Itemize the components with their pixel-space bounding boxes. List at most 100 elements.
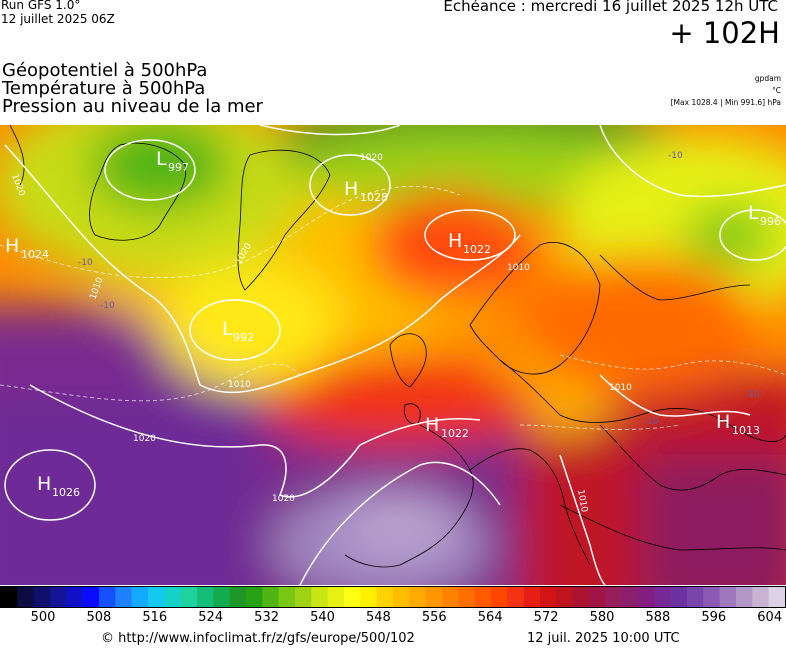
isobars: [4, 125, 786, 585]
colorbar-swatch: [295, 587, 312, 607]
pressure-center-high: H 1022: [448, 230, 491, 256]
pressure-center-low: L 997: [156, 148, 189, 174]
coastlines: [9, 125, 786, 568]
colorbar-tick-label: 516: [142, 610, 168, 625]
weather-map: L 997 H 1028 H 1024 H 1022 L 996 L 992: [0, 125, 786, 585]
map-titles: Géopotentiel à 500hPa Température à 500h…: [2, 62, 263, 116]
isobar-label: 1020: [133, 434, 156, 444]
svg-text:1022: 1022: [463, 243, 491, 256]
colorbar-swatch: [180, 587, 198, 607]
colorbar-swatch: [148, 587, 165, 607]
svg-text:H: H: [716, 411, 730, 433]
colorbar-swatch: [687, 587, 704, 607]
svg-text:L: L: [156, 148, 167, 170]
colorbar-swatch: [458, 587, 475, 607]
run-date-label: 12 juillet 2025 06Z: [1, 12, 115, 26]
colorbar-swatch: [425, 587, 443, 607]
colorbar-swatch: [344, 587, 361, 607]
colorbar-swatch: [82, 587, 100, 607]
colorbar-tick-label: 564: [477, 610, 503, 625]
isobar-label: 1010: [507, 263, 530, 273]
colorbar-swatch: [262, 587, 279, 607]
colorbar-tick-label: 508: [86, 610, 112, 625]
lead-time-label: + 102H: [669, 16, 780, 50]
colorbar-tick-label: 548: [365, 610, 391, 625]
colorbar-tick-label: 596: [701, 610, 727, 625]
colorbar-swatch: [523, 587, 541, 607]
colorbar-swatch: [442, 587, 459, 607]
pressure-center-high: H 1022: [425, 414, 469, 440]
svg-text:H: H: [448, 230, 462, 252]
colorbar-swatch: [360, 587, 377, 607]
colorbar-swatch: [768, 587, 786, 607]
colorbar-swatch: [376, 587, 394, 607]
colorbar-tick-label: 532: [254, 610, 280, 625]
colorbar-swatch: [311, 587, 328, 607]
svg-text:H: H: [344, 178, 358, 200]
isotherm-label: -10: [668, 151, 683, 161]
footer-date: 12 juil. 2025 10:00 UTC: [527, 631, 680, 646]
colorbar-tick-label: 572: [533, 610, 559, 625]
svg-text:L: L: [222, 318, 233, 340]
colorbar-swatch: [491, 587, 508, 607]
unit-temperature: °C: [772, 86, 781, 95]
svg-text:1024: 1024: [21, 248, 49, 261]
colorbar-swatch: [409, 587, 426, 607]
svg-text:1026: 1026: [52, 486, 80, 499]
title-geopotential: Géopotentiel à 500hPa: [2, 60, 208, 81]
unit-pressure-range: [Max 1028.4 | Min 991.6] hPa: [670, 98, 781, 107]
isotherms: [0, 185, 786, 430]
colorbar-swatch: [572, 587, 590, 607]
svg-text:1028: 1028: [360, 191, 388, 204]
svg-text:992: 992: [233, 331, 254, 344]
svg-text:H: H: [37, 473, 51, 495]
pressure-center-low: L 992: [222, 318, 254, 344]
colorbar-swatch: [654, 587, 671, 607]
colorbar-tick-label: 588: [645, 610, 671, 625]
colorbar-swatch: [17, 587, 34, 607]
colorbar-swatch: [540, 587, 557, 607]
colorbar-swatch: [474, 587, 492, 607]
isobar-label: 1010: [575, 489, 589, 514]
colorbar-swatch: [327, 587, 345, 607]
colorbar-tick-label: 500: [30, 610, 56, 625]
svg-text:L: L: [748, 202, 759, 224]
isotherm-label: -10: [644, 417, 659, 427]
run-info: Run GFS 1.0° 12 juillet 2025 06Z: [1, 0, 115, 26]
svg-text:H: H: [425, 414, 439, 436]
colorbar-swatch: [50, 587, 67, 607]
title-pressure: Pression au niveau de la mer: [2, 96, 263, 117]
pressure-center-high: H 1013: [716, 411, 760, 437]
isobar-label: 1020: [360, 153, 383, 163]
isobar-label: 1020: [272, 494, 295, 504]
colorbar-swatch: [507, 587, 524, 607]
pressure-center-high: H 1026: [37, 473, 80, 499]
isotherm-label: -10: [745, 390, 760, 400]
svg-text:996: 996: [760, 215, 781, 228]
unit-geopotential: gpdam: [754, 74, 781, 83]
colorbar-tick-label: 580: [589, 610, 615, 625]
colorbar-swatch: [1, 587, 18, 607]
colorbar: [0, 586, 786, 608]
isotherm-label: -10: [78, 258, 93, 268]
colorbar-swatch: [213, 587, 230, 607]
svg-text:H: H: [5, 235, 19, 257]
colorbar-swatch: [621, 587, 639, 607]
colorbar-swatch: [638, 587, 655, 607]
colorbar-swatch: [589, 587, 606, 607]
title-temperature: Température à 500hPa: [2, 78, 206, 99]
colorbar-swatch: [99, 587, 116, 607]
colorbar-tick-label: 604: [757, 610, 783, 625]
isobar-label: 1010: [228, 380, 251, 390]
echeance-label: Echéance : mercredi 16 juillet 2025 12h …: [443, 0, 778, 15]
colorbar-swatch: [33, 587, 51, 607]
isotherm-label: -10: [100, 301, 115, 311]
colorbar-swatch: [131, 587, 149, 607]
colorbar-swatch: [752, 587, 769, 607]
pressure-center-low: L 996: [748, 202, 781, 228]
run-model-label: Run GFS 1.0°: [1, 0, 81, 12]
geopotential-field: [0, 125, 786, 585]
colorbar-swatch: [164, 587, 181, 607]
pressure-center-high: H 1028: [344, 178, 388, 204]
colorbar-swatch: [670, 587, 688, 607]
